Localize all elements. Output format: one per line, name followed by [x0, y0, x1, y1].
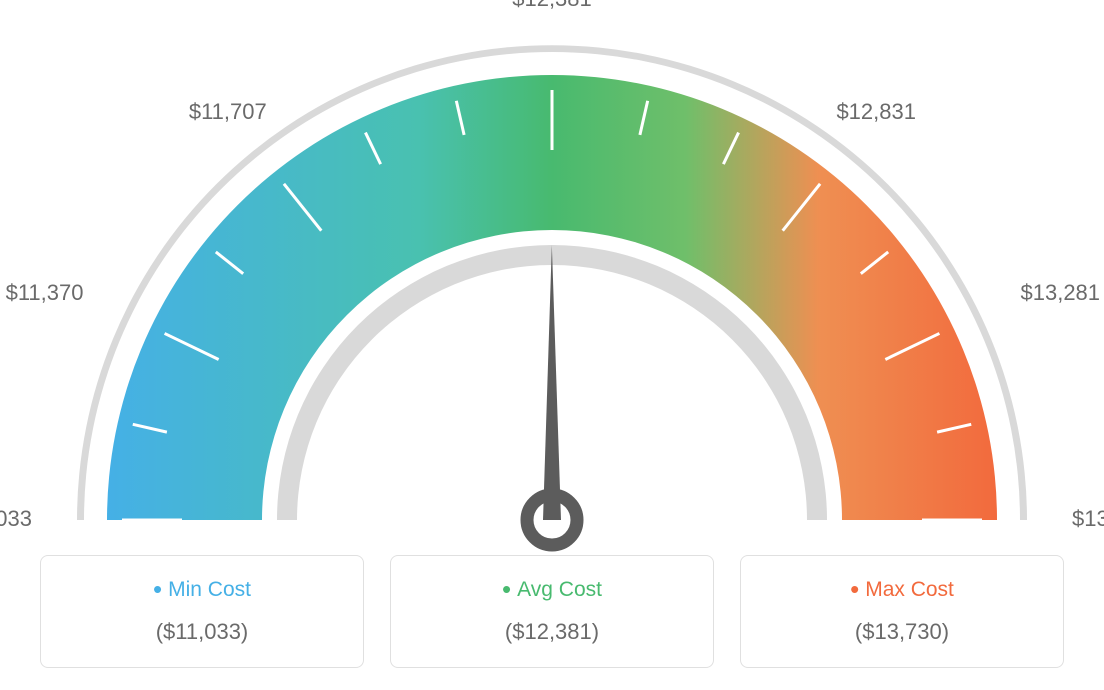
gauge-tick-label: $11,033 — [0, 506, 32, 532]
legend-title-max: • Max Cost — [751, 574, 1053, 605]
legend-value-avg: ($12,381) — [401, 619, 703, 645]
gauge-svg — [0, 0, 1104, 560]
legend-title-text: Min Cost — [168, 578, 251, 601]
legend-title-text: Avg Cost — [517, 578, 602, 601]
legend-card-min: • Min Cost ($11,033) — [40, 555, 364, 668]
legend-title-avg: • Avg Cost — [401, 574, 703, 605]
bullet-icon: • — [850, 574, 859, 604]
gauge-tick-label: $11,707 — [178, 99, 278, 125]
legend-value-max: ($13,730) — [751, 619, 1053, 645]
gauge-tick-label: $13,730 — [1072, 506, 1104, 532]
gauge-tick-label: $11,370 — [0, 280, 84, 306]
bullet-icon: • — [153, 574, 162, 604]
gauge-tick-label: $12,831 — [826, 99, 926, 125]
legend-card-max: • Max Cost ($13,730) — [740, 555, 1064, 668]
gauge-tick-label: $13,281 — [1021, 280, 1104, 306]
legend-value-min: ($11,033) — [51, 619, 353, 645]
legend-title-min: • Min Cost — [51, 574, 353, 605]
legend-row: •Min Cost ($11,033) •Avg Cost ($12,381) … — [40, 555, 1064, 668]
cost-gauge-chart: $11,033 $11,370 $11,707 $12,381 $12,831 $13,2… — [0, 0, 1104, 560]
gauge-tick-label: $12,381 — [502, 0, 602, 12]
bullet-icon: • — [502, 574, 511, 604]
legend-title-text: Max Cost — [865, 578, 954, 601]
legend-card-avg: • Avg Cost ($12,381) — [390, 555, 714, 668]
